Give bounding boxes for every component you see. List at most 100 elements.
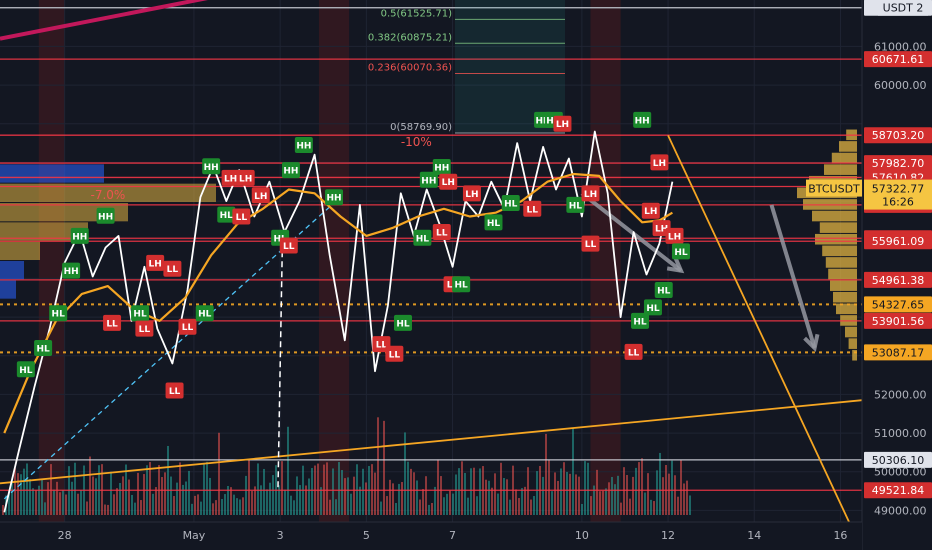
price-level-tag bbox=[864, 296, 932, 313]
trendline bbox=[0, 399, 863, 485]
volume-bar bbox=[428, 504, 430, 515]
volume-bar bbox=[581, 503, 583, 515]
volume-bar bbox=[80, 490, 82, 515]
price-line bbox=[3, 130, 674, 513]
volume-profile-bar bbox=[0, 280, 16, 299]
volume-bar bbox=[113, 494, 115, 515]
pivot-label: LH bbox=[442, 178, 455, 188]
volume-bar bbox=[644, 492, 646, 515]
pivot-badge bbox=[202, 158, 221, 175]
pivot-badge bbox=[131, 305, 150, 322]
volume-bar bbox=[311, 468, 313, 515]
volume-bar bbox=[380, 501, 382, 515]
volume-bar bbox=[569, 473, 571, 515]
volume-bar bbox=[458, 468, 460, 515]
volume-bar bbox=[299, 485, 301, 515]
volume-bar bbox=[563, 462, 565, 515]
volume-bar bbox=[104, 504, 106, 515]
time-tick-label: 28 bbox=[58, 529, 72, 542]
pivot-badge bbox=[96, 207, 115, 224]
pivot-label: LL bbox=[376, 341, 388, 351]
volume-bar bbox=[341, 470, 343, 515]
volume-bar bbox=[92, 476, 94, 515]
volume-bars bbox=[2, 417, 691, 515]
annotation-label: -10% bbox=[401, 135, 432, 149]
volume-bar bbox=[287, 426, 289, 515]
volume-bar bbox=[395, 503, 397, 515]
price-level-tag bbox=[864, 51, 932, 68]
price-level-tag bbox=[864, 233, 932, 250]
volume-bar bbox=[182, 484, 184, 515]
time-tick-label: 7 bbox=[449, 529, 456, 542]
volume-bar bbox=[608, 482, 610, 515]
pivot-badge bbox=[624, 343, 643, 360]
volume-bar bbox=[449, 490, 451, 515]
volume-bar bbox=[389, 479, 391, 515]
pivot-badge bbox=[581, 185, 600, 202]
volume-bar bbox=[470, 468, 472, 515]
price-level-tag bbox=[864, 451, 932, 468]
volume-bar bbox=[548, 460, 550, 515]
volume-bar bbox=[191, 503, 193, 515]
price-level-value: 53087.17 bbox=[872, 346, 925, 359]
session-bands bbox=[38, 0, 621, 522]
volume-bar bbox=[641, 458, 643, 515]
volume-bar bbox=[671, 460, 673, 515]
price-tick-label: 52000.00 bbox=[874, 388, 927, 401]
volume-bar bbox=[377, 417, 379, 515]
volume-bar bbox=[533, 496, 535, 515]
volume-bar bbox=[194, 495, 196, 515]
volume-bar bbox=[560, 468, 562, 515]
price-level-tag bbox=[864, 127, 932, 144]
volume-bar bbox=[476, 496, 478, 515]
pivot-badge bbox=[34, 340, 53, 356]
volume-bar bbox=[41, 479, 43, 515]
volume-bar bbox=[290, 495, 292, 515]
pivot-badge bbox=[325, 189, 344, 206]
volume-bar bbox=[617, 475, 619, 515]
pivot-badge bbox=[566, 196, 585, 213]
right-profile-bar bbox=[825, 257, 857, 268]
pivot-label: HL bbox=[220, 211, 234, 221]
volume-bar bbox=[179, 462, 181, 515]
session-band bbox=[590, 0, 621, 522]
volume-bar bbox=[419, 499, 421, 515]
volume-bar bbox=[359, 486, 361, 515]
volume-bar bbox=[611, 476, 613, 515]
volume-bar bbox=[656, 470, 658, 515]
volume-bar bbox=[53, 489, 55, 515]
pivot-label: LH bbox=[224, 174, 237, 184]
pivot-label: LL bbox=[182, 323, 194, 333]
time-tick-label: 10 bbox=[575, 529, 589, 542]
volume-bar bbox=[446, 493, 448, 515]
pivot-badge bbox=[665, 227, 684, 244]
volume-bar bbox=[134, 502, 136, 515]
volume-bar bbox=[152, 493, 154, 515]
volume-bar bbox=[467, 497, 469, 515]
pivot-badge bbox=[631, 312, 650, 329]
volume-bar bbox=[545, 433, 547, 515]
volume-bar bbox=[593, 485, 595, 515]
volume-bar bbox=[14, 468, 16, 515]
volume-bar bbox=[653, 501, 655, 515]
right-profile-bar bbox=[839, 141, 857, 152]
volume-bar bbox=[47, 482, 49, 515]
volume-bar bbox=[20, 474, 22, 515]
arrow-line bbox=[580, 191, 683, 273]
pivot-badge bbox=[163, 260, 182, 277]
pivot-badge bbox=[393, 314, 412, 331]
volume-bar bbox=[23, 468, 25, 515]
volume-bar bbox=[215, 500, 217, 515]
pivot-label: LH bbox=[668, 232, 681, 242]
volume-bar bbox=[62, 490, 64, 515]
volume-bar bbox=[209, 477, 211, 515]
volume-bar bbox=[293, 500, 295, 515]
pivot-label: HL bbox=[569, 201, 583, 211]
trendlines bbox=[0, 0, 863, 523]
pivot-badge bbox=[385, 345, 404, 362]
volume-bar bbox=[131, 494, 133, 515]
volume-bar bbox=[167, 445, 169, 515]
series bbox=[3, 130, 674, 513]
fib-label: 0.382(60875.21) bbox=[368, 32, 452, 43]
